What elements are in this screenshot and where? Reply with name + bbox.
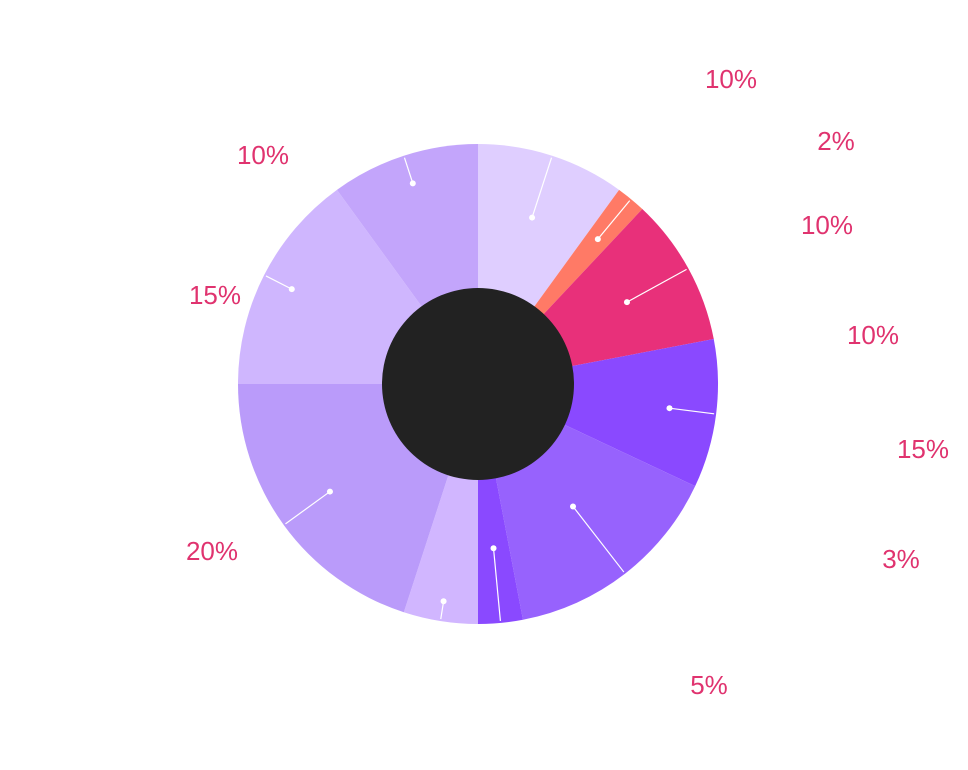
leader-dot bbox=[440, 598, 447, 605]
slice-label: 2% bbox=[817, 126, 855, 156]
leader-dot bbox=[570, 503, 577, 510]
leader-dot bbox=[490, 545, 497, 552]
slice-label: 15% bbox=[189, 280, 241, 310]
leader-line bbox=[531, 157, 553, 218]
leader-line bbox=[492, 548, 501, 622]
leader-dot bbox=[594, 236, 601, 243]
leaders-group bbox=[265, 157, 715, 622]
leader-line bbox=[440, 601, 445, 620]
labels-group: 10% 2% 10% 10% 15% 3% 5% 20% 15% 10% bbox=[186, 64, 949, 700]
leader-line bbox=[403, 157, 414, 184]
slice-label: 15% bbox=[897, 434, 949, 464]
leader-dot bbox=[666, 405, 673, 412]
slice-label: 10% bbox=[801, 210, 853, 240]
leader-line bbox=[572, 506, 625, 573]
slice-label: 10% bbox=[237, 140, 289, 170]
leader-dot bbox=[288, 286, 295, 293]
slice-label: 20% bbox=[186, 536, 238, 566]
slice-label: 10% bbox=[705, 64, 757, 94]
leader-line bbox=[597, 200, 631, 240]
slice-label: 10% bbox=[847, 320, 899, 350]
leader-dot bbox=[409, 180, 416, 187]
leader-line bbox=[669, 407, 715, 415]
leader-dot bbox=[529, 214, 536, 221]
leader-line bbox=[626, 268, 687, 303]
leader-line bbox=[285, 491, 331, 525]
leader-line bbox=[265, 275, 293, 290]
slice-label: 3% bbox=[882, 544, 920, 574]
leader-dot bbox=[623, 299, 630, 306]
leader-dot bbox=[326, 488, 333, 495]
donut-center bbox=[382, 288, 574, 480]
slice-label: 5% bbox=[690, 670, 728, 700]
